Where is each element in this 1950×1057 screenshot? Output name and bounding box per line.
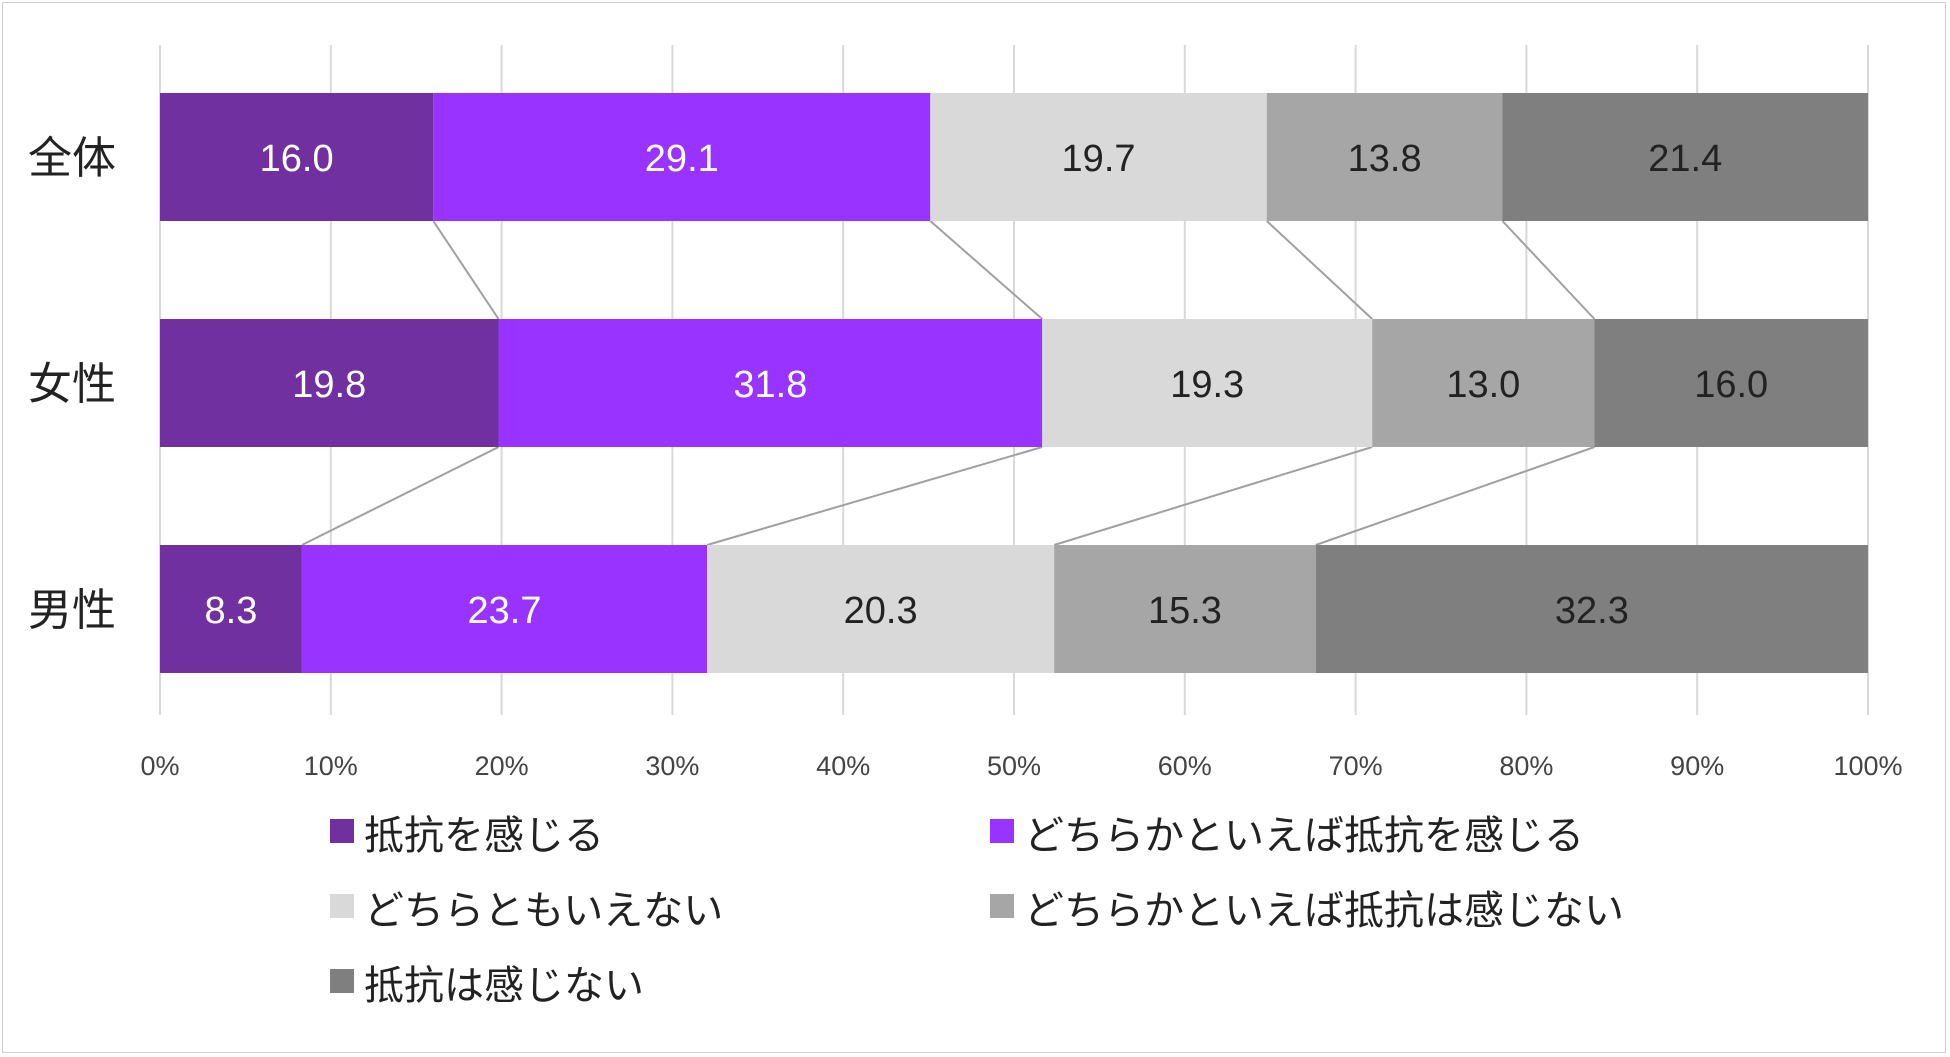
x-tick-label: 80% [1499,751,1553,781]
data-label: 31.8 [733,364,807,406]
series-line [1315,446,1595,546]
legend-swatch [990,819,1014,843]
data-label: 15.3 [1148,590,1222,632]
data-label: 20.3 [844,590,918,632]
x-tick-label: 30% [645,751,699,781]
data-label: 19.7 [1062,138,1136,180]
x-tick-label: 0% [140,751,179,781]
x-tick-label: 40% [816,751,870,781]
data-label: 16.0 [260,138,334,180]
bar-segment-1-4 [1266,93,1503,221]
legend-label: 抵抗を感じる [364,813,604,859]
bar-segment-3-3 [707,545,1055,673]
x-tick-label: 90% [1670,751,1724,781]
x-tick-label: 70% [1329,751,1383,781]
legend-swatch [330,969,354,993]
bar-segment-1-2 [433,93,931,221]
x-tick-label: 20% [475,751,529,781]
legend-swatch [990,894,1014,918]
legend-label: どちらともいえない [364,888,723,934]
legend-label: どちらかといえば抵抗を感じる [1024,813,1584,859]
x-tick-label: 60% [1158,751,1212,781]
data-label: 23.7 [468,590,542,632]
data-label: 32.3 [1555,590,1629,632]
series-line [432,220,500,320]
x-tick-label: 100% [1833,751,1902,781]
series-line [1053,446,1373,546]
legend-label: どちらかといえば抵抗は感じない [1024,888,1624,934]
bar-segment-1-5 [1502,93,1868,221]
data-label: 13.8 [1348,138,1422,180]
bar-segment-3-5 [1315,545,1868,673]
data-label: 21.4 [1648,138,1722,180]
category-label: 女性 [28,359,116,410]
bar-segment-3-2 [301,545,708,673]
data-label: 19.8 [292,364,366,406]
series-line [929,220,1043,320]
bar-segment-2-2 [498,319,1043,447]
data-label: 8.3 [205,590,258,632]
legend-label: 抵抗は感じない [364,963,644,1009]
category-label: 全体 [28,133,116,184]
series-line [301,446,499,546]
category-label: 男性 [28,585,116,636]
data-label: 29.1 [645,138,719,180]
series-line [1266,220,1373,320]
bar-segment-2-3 [1042,319,1373,447]
legend-swatch [330,894,354,918]
series-line [706,446,1043,546]
x-tick-label: 50% [987,751,1041,781]
data-label: 19.3 [1170,364,1244,406]
bar-segment-3-4 [1054,545,1316,673]
bar-segment-2-1 [160,319,499,447]
bar-segment-1-3 [930,93,1267,221]
legend-swatch [330,819,354,843]
x-tick-label: 10% [304,751,358,781]
bar-segment-1-1 [160,93,434,221]
bar-segment-2-5 [1594,319,1868,447]
data-label: 13.0 [1446,364,1520,406]
series-line [1501,220,1596,320]
bar-segment-3-1 [160,545,302,673]
data-label: 16.0 [1694,364,1768,406]
bar-segment-2-4 [1372,319,1595,447]
